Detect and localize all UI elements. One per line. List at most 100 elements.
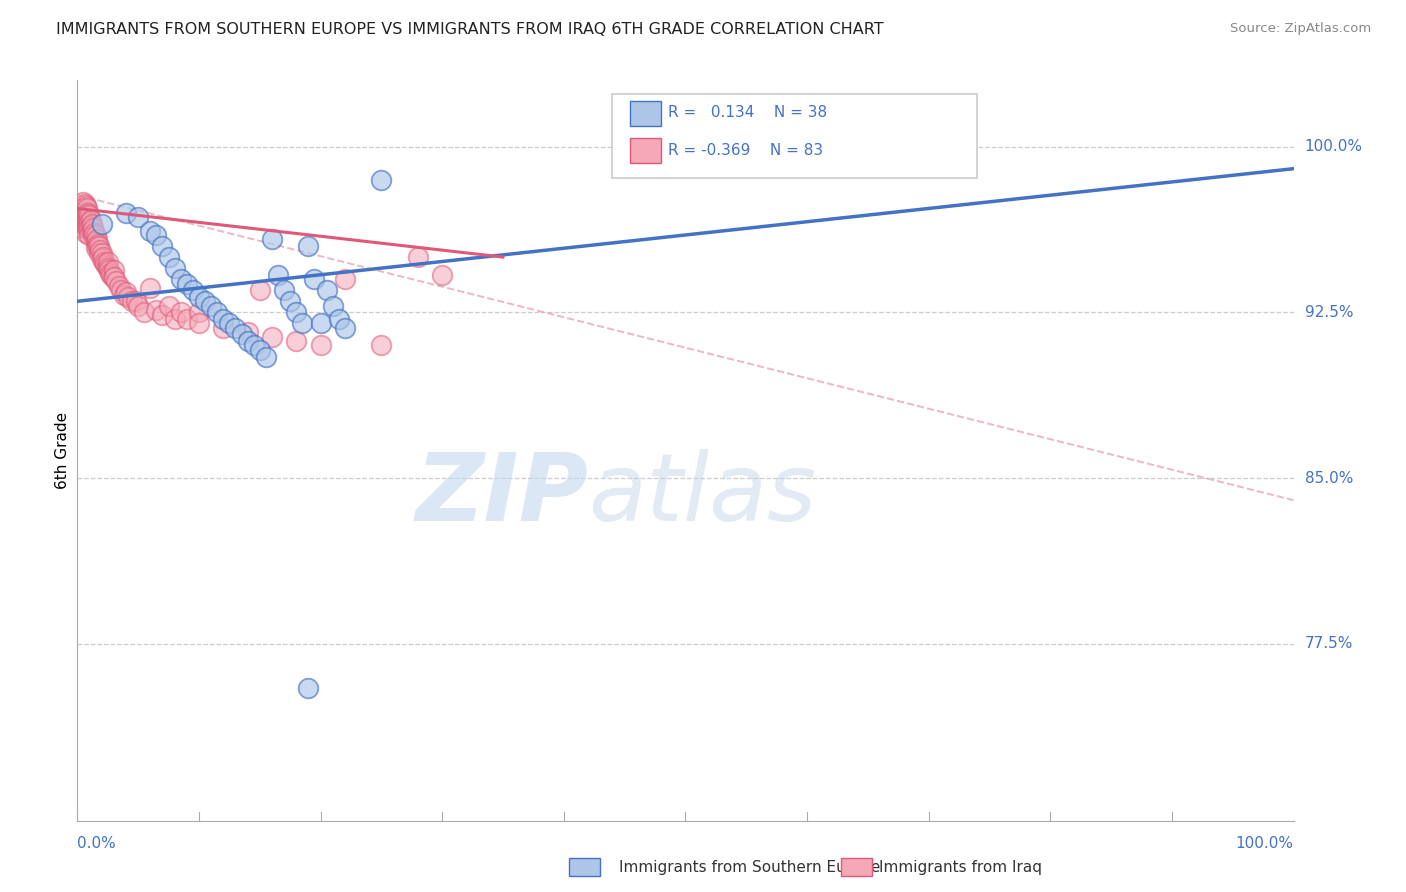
Point [72, 202, 94, 216]
Point [80, 219, 103, 234]
Point [72, 208, 94, 222]
Text: 100.0%: 100.0% [1236, 836, 1294, 851]
Point [176, 277, 198, 291]
Point [218, 317, 240, 331]
Point [370, 172, 392, 186]
Point [72, 194, 94, 209]
Text: 85.0%: 85.0% [1305, 471, 1353, 485]
Point [86, 239, 108, 253]
Point [77, 219, 100, 234]
Point [121, 294, 143, 309]
Point [73, 211, 96, 225]
Point [297, 239, 319, 253]
Point [134, 305, 156, 319]
Point [127, 211, 149, 225]
Point [297, 681, 319, 695]
Point [181, 283, 204, 297]
Point [75, 199, 97, 213]
Point [145, 303, 167, 318]
Point [152, 239, 174, 253]
Point [406, 250, 429, 264]
Point [76, 215, 98, 229]
Point [80, 223, 103, 237]
Point [157, 299, 180, 313]
Point [285, 334, 308, 348]
Text: atlas: atlas [588, 450, 817, 541]
Point [260, 329, 283, 343]
Point [152, 308, 174, 322]
Point [73, 197, 96, 211]
Point [242, 338, 264, 352]
Point [79, 215, 101, 229]
Point [77, 206, 100, 220]
Point [145, 227, 167, 242]
Point [75, 226, 97, 240]
Point [84, 241, 107, 255]
Point [194, 294, 217, 309]
Point [285, 305, 308, 319]
Text: R = -0.369    N = 83: R = -0.369 N = 83 [668, 143, 823, 158]
Point [84, 235, 107, 249]
Point [333, 272, 356, 286]
Point [260, 232, 283, 246]
Point [72, 215, 94, 229]
Text: Immigrants from Iraq: Immigrants from Iraq [879, 860, 1042, 874]
Point [117, 290, 139, 304]
Point [103, 263, 125, 277]
Text: R =   0.134    N = 38: R = 0.134 N = 38 [668, 104, 827, 120]
Point [73, 203, 96, 218]
Point [249, 283, 271, 297]
Point [205, 305, 228, 319]
Point [90, 252, 112, 267]
Point [103, 270, 125, 285]
Point [91, 250, 114, 264]
Point [212, 312, 235, 326]
Point [430, 268, 453, 282]
Point [75, 206, 97, 220]
Point [97, 254, 120, 268]
Point [249, 343, 271, 357]
Point [304, 272, 326, 286]
Text: 100.0%: 100.0% [1305, 139, 1362, 154]
Point [328, 312, 350, 326]
Point [315, 283, 337, 297]
Text: 0.0%: 0.0% [77, 836, 117, 851]
Point [115, 285, 138, 300]
Point [72, 221, 94, 235]
Point [90, 245, 112, 260]
Point [163, 261, 186, 276]
Point [115, 206, 138, 220]
Point [76, 208, 98, 222]
Point [188, 290, 211, 304]
Point [79, 221, 101, 235]
Point [273, 283, 295, 297]
Point [82, 221, 104, 235]
Point [200, 299, 222, 313]
Point [94, 257, 117, 271]
Point [231, 327, 253, 342]
Point [89, 239, 111, 253]
Text: 92.5%: 92.5% [1305, 305, 1353, 320]
Point [170, 272, 193, 286]
Point [370, 338, 392, 352]
Point [236, 334, 259, 348]
Point [87, 236, 110, 251]
Point [125, 294, 148, 309]
Point [89, 244, 111, 258]
Point [212, 320, 235, 334]
Point [163, 312, 186, 326]
Point [76, 221, 98, 235]
Point [139, 281, 162, 295]
Point [96, 259, 118, 273]
Point [188, 317, 211, 331]
Point [139, 223, 162, 237]
Point [112, 287, 135, 301]
Point [236, 325, 259, 339]
Point [322, 299, 344, 313]
Text: Immigrants from Southern Europe: Immigrants from Southern Europe [619, 860, 880, 874]
Point [110, 283, 132, 297]
Point [86, 232, 108, 246]
Y-axis label: 6th Grade: 6th Grade [55, 412, 70, 489]
Point [75, 219, 97, 234]
Point [267, 268, 290, 282]
